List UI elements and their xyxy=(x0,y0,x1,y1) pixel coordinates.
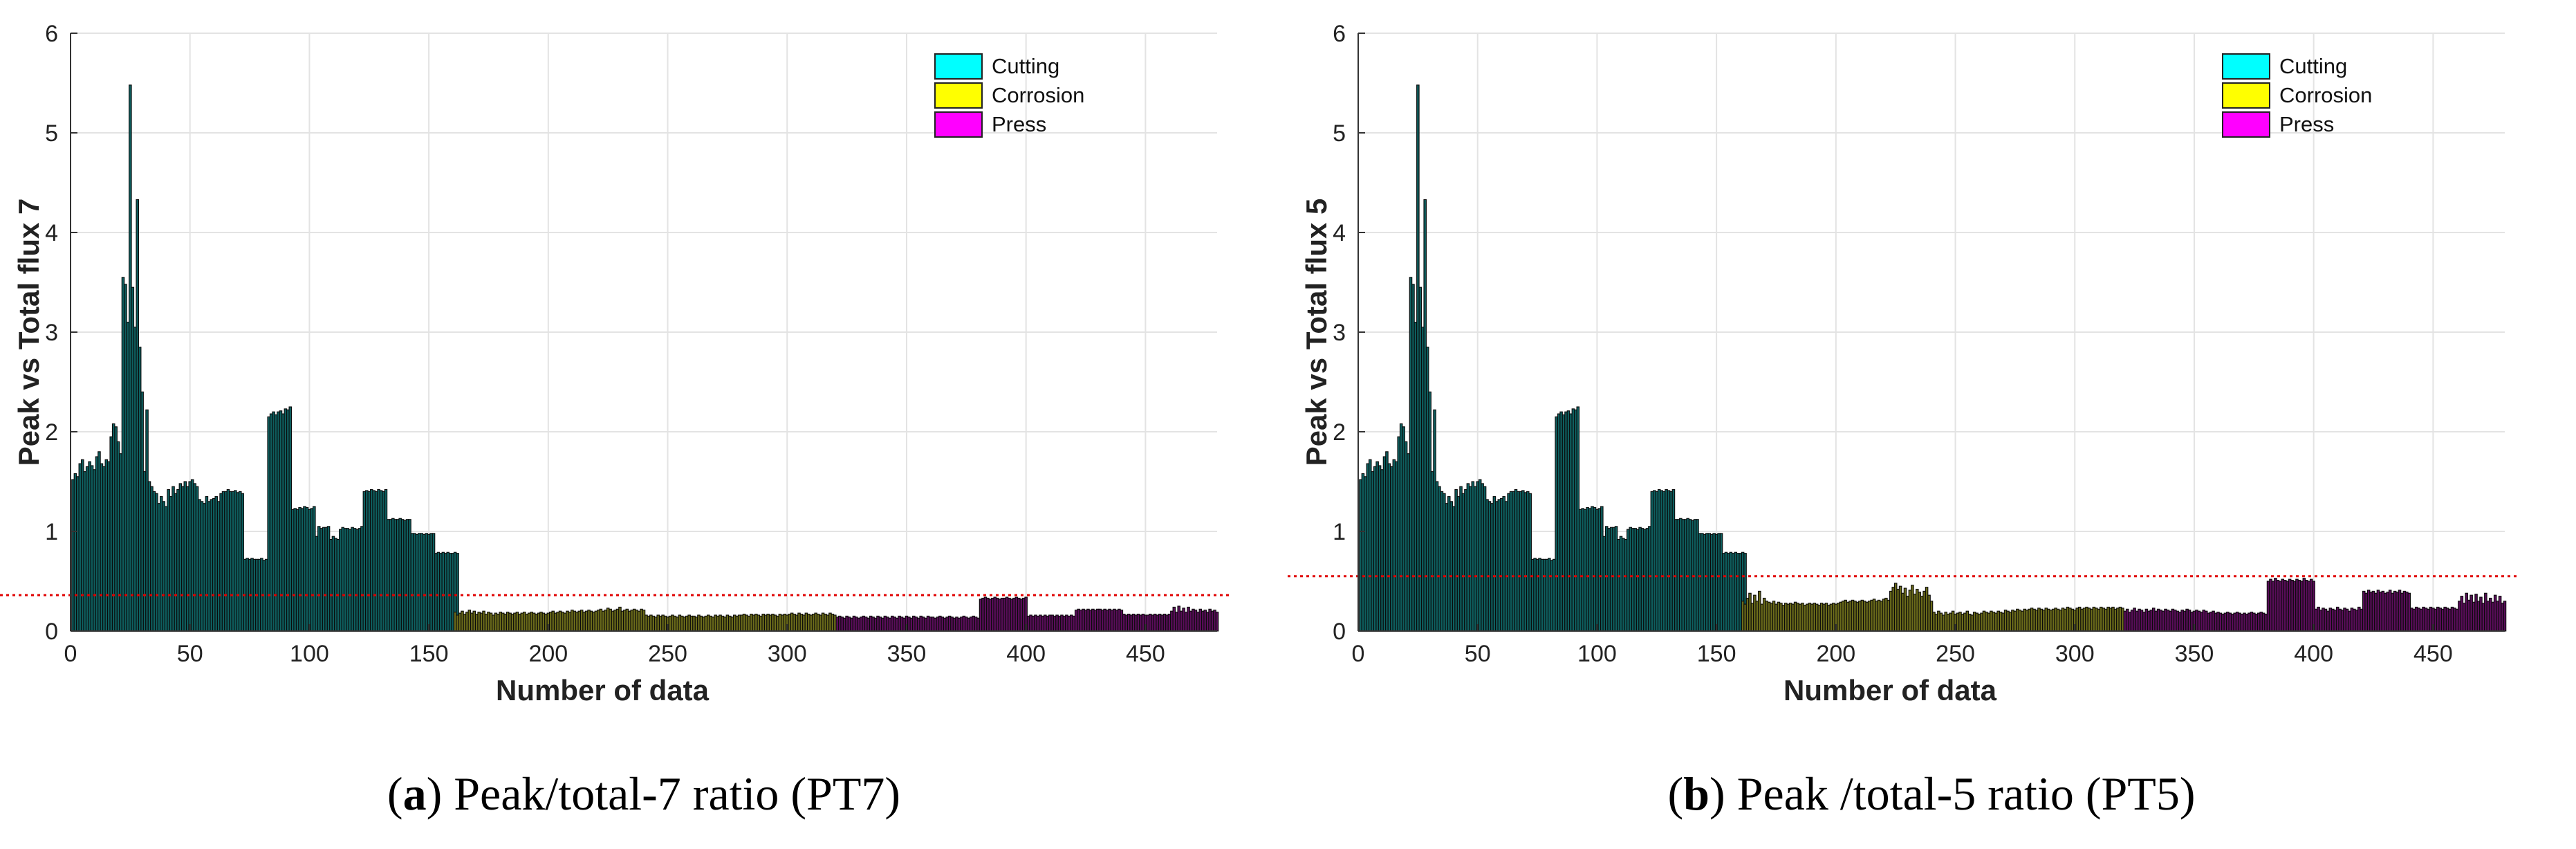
legend: Cutting Corrosion Press xyxy=(2222,53,2372,138)
x-tick-label: 250 xyxy=(1936,641,1975,667)
y-tick-label: 0 xyxy=(1333,619,1346,645)
y-tick-label: 0 xyxy=(45,619,58,645)
x-tick-label: 0 xyxy=(64,641,77,667)
y-tick-label: 5 xyxy=(45,120,58,147)
y-tick-label: 3 xyxy=(45,320,58,346)
legend-label-corrosion: Corrosion xyxy=(992,83,1084,107)
legend-swatch-cutting xyxy=(934,53,983,80)
x-axis-label: Number of data xyxy=(1783,674,1997,706)
chart-b: 0 50 100 150 200 250 300 350 400 450 0 1 2 3 4 5 6 Number… xyxy=(1288,21,2519,706)
legend-swatch-corrosion xyxy=(934,82,983,109)
chart-a: 0 50 100 150 200 250 300 350 400 450 0 1 2 3 4 5 6 Number… xyxy=(0,21,1231,706)
y-axis-label: Peak vs Total flux 5 xyxy=(1300,199,1333,466)
y-tick-label: 6 xyxy=(1333,21,1346,47)
x-tick-label: 350 xyxy=(887,641,927,667)
legend-swatch-corrosion xyxy=(2222,82,2270,109)
x-tick-label: 450 xyxy=(1126,641,1165,667)
x-tick-label: 400 xyxy=(1006,641,1046,667)
x-tick-label: 250 xyxy=(648,641,687,667)
legend: Cutting Corrosion Press xyxy=(934,53,1084,138)
x-tick-label: 0 xyxy=(1352,641,1365,667)
legend-label-press: Press xyxy=(992,112,1046,136)
chart-panel-b: 0 50 100 150 200 250 300 350 400 450 0 1 2 3 4 5 6 Number… xyxy=(1288,0,2575,849)
x-tick-label: 200 xyxy=(1816,641,1855,667)
x-tick-label: 50 xyxy=(177,641,203,667)
y-axis-label: Peak vs Total flux 7 xyxy=(12,199,45,466)
caption-text-a: ) Peak/total-7 ratio (PT7) xyxy=(426,767,901,820)
caption-b: (b) Peak /total-5 ratio (PT5) xyxy=(1667,767,2196,820)
y-tick-label: 1 xyxy=(1333,519,1346,545)
y-tick-label: 2 xyxy=(1333,419,1346,446)
x-tick-label: 150 xyxy=(409,641,449,667)
bars xyxy=(1359,84,2507,632)
x-tick-label: 350 xyxy=(2175,641,2214,667)
y-tick-label: 3 xyxy=(1333,320,1346,346)
bar xyxy=(1215,612,1219,632)
grid xyxy=(1358,33,2505,632)
y-tick-label: 2 xyxy=(45,419,58,446)
legend-swatch-press xyxy=(2222,111,2270,138)
x-tick-label: 300 xyxy=(2055,641,2095,667)
x-tick-label: 450 xyxy=(2413,641,2453,667)
y-tick-label: 4 xyxy=(45,220,58,246)
bar xyxy=(2503,601,2507,632)
legend-swatch-press xyxy=(934,111,983,138)
series-cutting xyxy=(1359,84,1747,632)
legend-label-cutting: Cutting xyxy=(992,54,1059,78)
x-axis-label: Number of data xyxy=(496,674,710,706)
legend-swatch-cutting xyxy=(2222,53,2270,80)
y-tick-label: 6 xyxy=(45,21,58,47)
caption-letter-a: a xyxy=(402,767,427,820)
legend-label-cutting: Cutting xyxy=(2279,54,2347,78)
x-tick-label: 300 xyxy=(768,641,807,667)
y-tick-label: 4 xyxy=(1333,220,1346,246)
x-tick-label: 150 xyxy=(1697,641,1736,667)
chart-panel-a: 0 50 100 150 200 250 300 350 400 450 0 1 2 3 4 5 6 Number… xyxy=(0,21,1231,820)
legend-label-press: Press xyxy=(2279,112,2334,136)
y-tick-label: 1 xyxy=(45,519,58,545)
x-tick-label: 100 xyxy=(290,641,329,667)
caption-text-b: ) Peak /total-5 ratio (PT5) xyxy=(1709,767,2196,820)
x-tick-label: 200 xyxy=(528,641,568,667)
x-tick-label: 50 xyxy=(1465,641,1491,667)
x-tick-label: 400 xyxy=(2294,641,2333,667)
x-tick-label: 100 xyxy=(1577,641,1617,667)
y-tick-label: 5 xyxy=(1333,120,1346,147)
caption-letter-b: b xyxy=(1683,767,1709,820)
caption-a: (a) Peak/total-7 ratio (PT7) xyxy=(387,767,901,820)
legend-label-corrosion: Corrosion xyxy=(2279,83,2372,107)
